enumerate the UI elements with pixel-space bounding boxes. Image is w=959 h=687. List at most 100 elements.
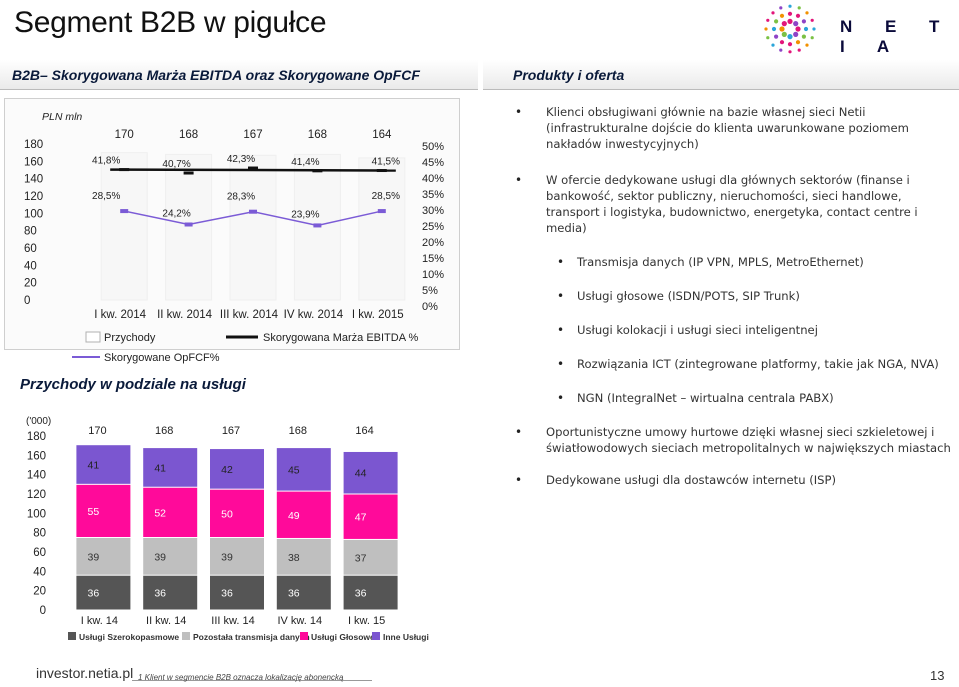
- chart1-legend-opfcf: Skorygowane OpFCF%: [104, 352, 220, 364]
- chart1-ebitda-line: [110, 168, 396, 172]
- chart1-y-right-tick: 50%: [422, 141, 444, 153]
- right-heading-band: [483, 60, 959, 90]
- chart2-y-tick: 0: [40, 605, 46, 617]
- chart2-unit-label: ('000): [26, 416, 51, 427]
- chart2-segment-label: 37: [355, 552, 367, 564]
- logo-dot: [766, 18, 770, 22]
- logo-dot: [781, 21, 787, 27]
- chart1-ebitda-label: 41,5%: [372, 157, 400, 168]
- chart2-segment-label: 47: [355, 512, 367, 524]
- chart2-y-tick: 60: [33, 547, 46, 559]
- chart2-y-tick: 20: [33, 586, 46, 598]
- chart1-y-left-tick: 180: [24, 139, 43, 151]
- chart1-y-left-tick: 100: [24, 208, 43, 220]
- chart1-ebitda-marker: [248, 166, 258, 170]
- chart2-bar-segment: [276, 448, 331, 491]
- logo-dot: [795, 13, 801, 18]
- chart1-opfcf-label: 28,3%: [227, 192, 255, 203]
- chart1-legend-revenue: Przychody: [104, 332, 156, 344]
- chart2-bar-segment: [143, 487, 198, 537]
- chart2-bar-segment: [143, 448, 198, 487]
- footer-note: 1 Klient w segmencie B2B oznacza lokaliz…: [138, 673, 344, 682]
- services-chart-title: Przychody w podziale na usługi: [20, 376, 246, 393]
- offer-item: W ofercie dedykowane usługi dla głównych…: [515, 172, 955, 236]
- chart1-opfcf-marker: [184, 222, 193, 227]
- chart2-bar-segment: [343, 494, 398, 539]
- chart2-bar-segment: [143, 575, 198, 610]
- chart1-legend-swatch-revenue: [85, 331, 101, 343]
- chart2-segment-label: 36: [154, 588, 166, 600]
- chart1-legend-ebitda: Skorygowana Marża EBITDA %: [263, 332, 419, 344]
- logo-dot: [801, 34, 806, 39]
- chart2-bar-segment: [343, 575, 398, 610]
- chart1-opfcf-label: 23,9%: [291, 209, 319, 220]
- chart2-bar-segment: [76, 484, 131, 537]
- chart2-total-label: 170: [88, 425, 106, 437]
- chart2-x-tick: IV kw. 14: [277, 615, 322, 627]
- chart1-ebitda-label: 40,7%: [162, 159, 190, 170]
- chart2-legend-swatch: [182, 632, 190, 640]
- chart1-revenue-label: 164: [372, 129, 392, 141]
- offer-item: Usługi kolokacji i usługi sieci intelige…: [515, 322, 955, 338]
- chart1-y-left-tick: 120: [24, 191, 43, 203]
- logo-dot: [797, 48, 801, 52]
- chart1-y-right-tick: 5%: [422, 285, 438, 297]
- chart1-x-tick: I kw. 2014: [94, 309, 146, 321]
- offer-item: Usługi głosowe (ISDN/POTS, SIP Trunk): [515, 288, 955, 304]
- chart2-bar-segment: [143, 538, 198, 575]
- chart1-opfcf-label: 24,2%: [162, 208, 190, 219]
- logo-dot: [793, 31, 799, 37]
- logo-dot: [797, 6, 801, 10]
- logo-dot: [805, 11, 809, 15]
- chart2-segment-label: 41: [154, 462, 166, 474]
- chart2-x-tick: II kw. 14: [146, 615, 186, 627]
- offer-item: Dedykowane usługi dla dostawców internet…: [515, 472, 955, 488]
- chart2-legend-swatch: [300, 632, 308, 640]
- chart1-opfcf-marker: [377, 209, 386, 214]
- chart1-revenue-label: 167: [243, 129, 262, 141]
- logo-dot: [787, 18, 793, 24]
- chart1-y-right-tick: 45%: [422, 157, 444, 169]
- offer-item: NGN (IntegralNet – wirtualna centrala PA…: [515, 390, 955, 406]
- chart2-total-label: 168: [289, 425, 307, 437]
- chart2-segment-label: 39: [88, 551, 100, 563]
- chart1-ebitda-label: 41,4%: [291, 157, 319, 168]
- chart2-bar-segment: [210, 489, 264, 537]
- chart2-segment-label: 36: [221, 588, 233, 600]
- chart1-ebitda-label: 41,8%: [92, 156, 120, 167]
- chart2-segment-label: 38: [288, 552, 300, 564]
- logo-dot: [771, 43, 775, 47]
- chart2-segment-label: 42: [221, 464, 233, 476]
- chart1-y-right-tick: 15%: [422, 253, 444, 265]
- chart1-x-tick: I kw. 2015: [352, 309, 404, 321]
- chart2-bar-segment: [76, 445, 131, 484]
- chart1-ebitda-label: 42,3%: [227, 154, 255, 165]
- chart2-legend-item: Inne Usługi: [383, 632, 429, 642]
- chart1-unit-label: PLN mln: [42, 111, 82, 123]
- offer-item: Oportunistyczne umowy hurtowe dzięki wła…: [515, 424, 955, 456]
- chart2-segment-label: 36: [355, 588, 367, 600]
- chart1-revenue-bar: [358, 157, 406, 301]
- chart1-revenue-label: 170: [115, 129, 134, 141]
- logo-dot: [779, 13, 785, 18]
- chart1-opfcf-marker: [120, 209, 129, 214]
- chart2-y-tick: 100: [27, 508, 46, 520]
- chart2-bar-segment: [210, 449, 264, 489]
- chart2-segment-label: 36: [88, 588, 100, 600]
- chart1-revenue-bar: [100, 152, 148, 301]
- chart2-y-tick: 80: [33, 528, 46, 540]
- chart2-legend-swatch: [68, 632, 76, 640]
- footer-divider: [132, 680, 372, 681]
- chart1-revenue-bar: [229, 154, 277, 301]
- chart1-opfcf-marker: [313, 223, 322, 228]
- chart2-bar-segment: [76, 575, 131, 610]
- chart2-y-tick: 120: [27, 489, 46, 501]
- chart2-x-tick: III kw. 14: [211, 615, 254, 627]
- left-heading: B2B– Skorygowana Marża EBITDA oraz Skory…: [12, 67, 420, 83]
- chart2-total-label: 168: [155, 425, 173, 437]
- offer-list: Klienci obsługiwani głównie na bazie wła…: [515, 104, 955, 488]
- chart2-bar-segment: [210, 538, 264, 575]
- logo-dot: [779, 48, 783, 52]
- logo-dot: [774, 19, 779, 24]
- chart1-ebitda-marker: [183, 171, 194, 175]
